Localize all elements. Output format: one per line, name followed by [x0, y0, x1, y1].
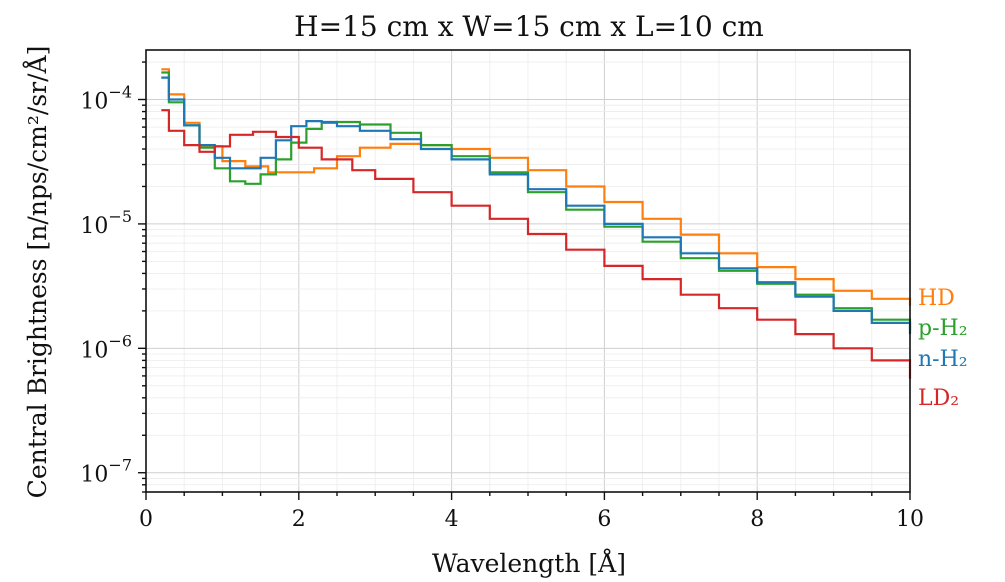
x-tick-label: 8	[750, 507, 764, 532]
series-label: n-H₂	[918, 347, 968, 372]
y-tick-exponent: −6	[108, 331, 132, 350]
x-tick-label: 4	[445, 507, 459, 532]
y-tick-exponent: −5	[108, 207, 132, 226]
y-tick-label: 10−5	[80, 207, 132, 239]
y-tick-label: 10−7	[80, 456, 132, 488]
series-line	[161, 68, 912, 306]
y-tick-base: 10	[80, 214, 108, 239]
x-tick-label: 6	[597, 507, 611, 532]
y-tick-base: 10	[80, 338, 108, 363]
y-tick-base: 10	[80, 90, 108, 115]
x-tick-label: 0	[139, 507, 153, 532]
x-axis-label: Wavelength [Å]	[432, 548, 626, 578]
series-label: LD₂	[918, 386, 959, 411]
y-axis-label: Central Brightness [n/nps/cm²/sr/Å]	[22, 46, 52, 499]
chart-title: H=15 cm x W=15 cm x L=10 cm	[294, 10, 764, 43]
x-tick-label: 2	[292, 507, 306, 532]
y-tick-base: 10	[80, 463, 108, 488]
y-tick-exponent: −7	[108, 456, 132, 475]
plot-area	[161, 68, 912, 379]
series-label: p-H₂	[918, 316, 968, 341]
series-label: HD	[918, 286, 955, 311]
y-tick-label: 10−4	[80, 83, 132, 115]
x-tick-label: 10	[896, 507, 924, 532]
series-line	[161, 109, 912, 379]
series-line	[161, 76, 912, 335]
series-line	[161, 71, 912, 331]
y-tick-label: 10−6	[80, 331, 132, 363]
y-tick-exponent: −4	[108, 83, 132, 102]
series-labels: HD p-H₂ n-H₂ LD₂	[918, 286, 968, 411]
